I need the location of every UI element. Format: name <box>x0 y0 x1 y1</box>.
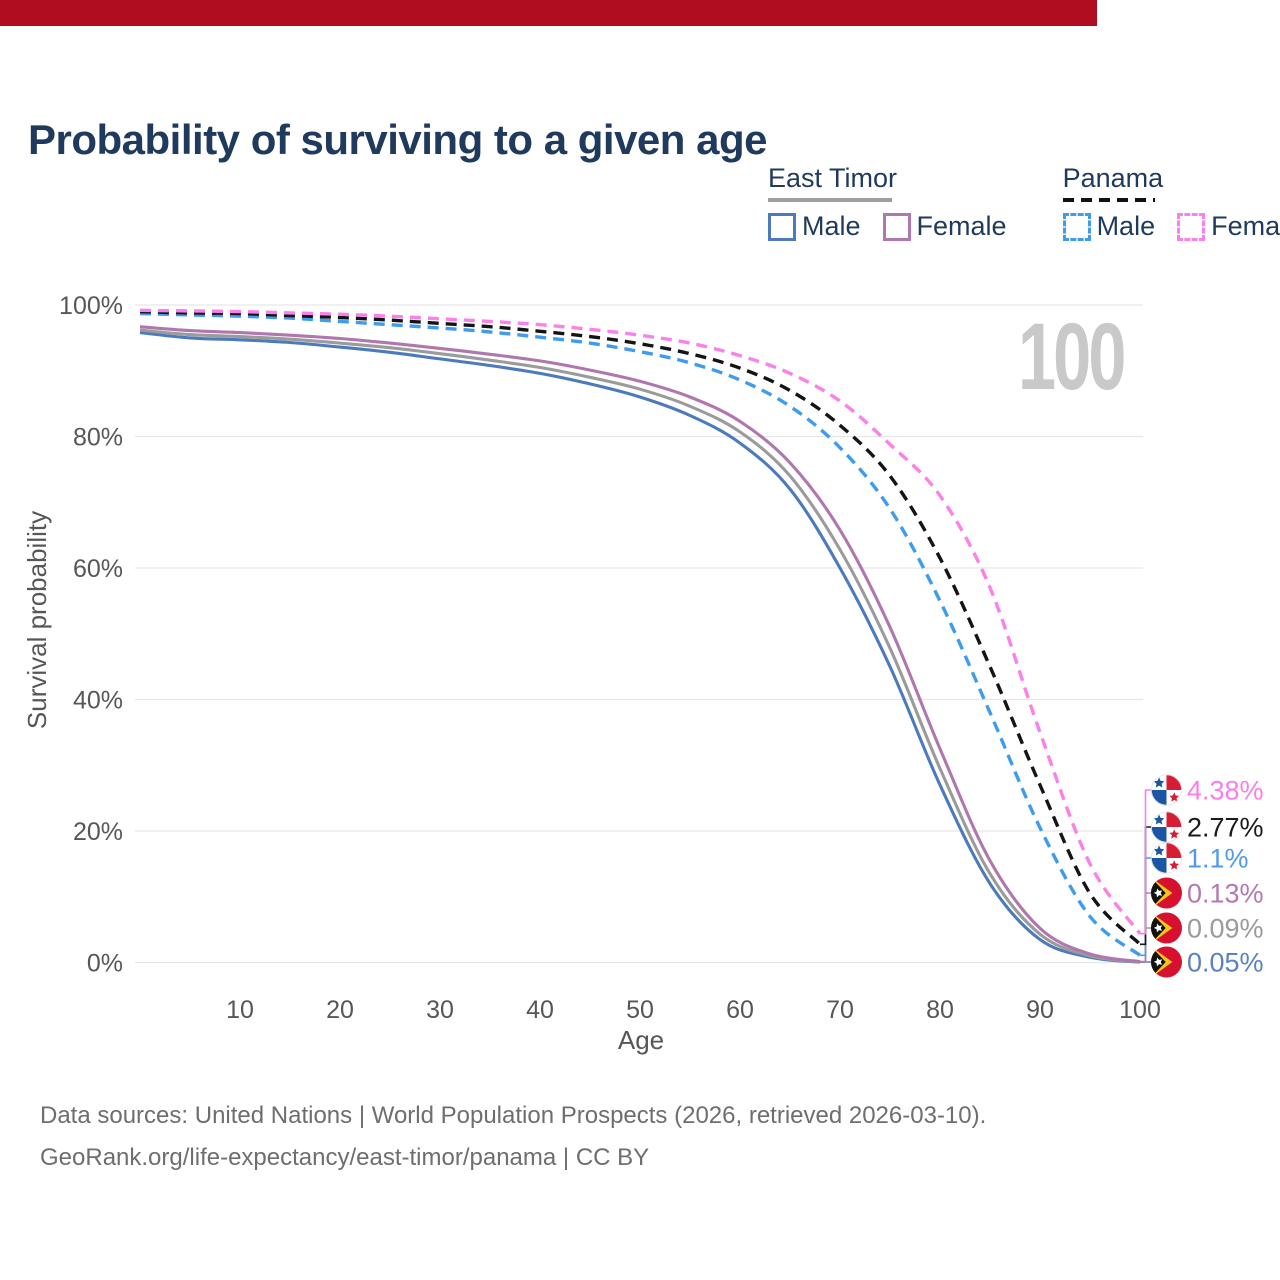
legend-items: Male Female <box>1062 211 1280 242</box>
flag-white-star <box>1153 888 1163 898</box>
flag-art <box>1151 946 1182 978</box>
flag-red-star <box>1169 860 1180 870</box>
legend-swatch-female[interactable] <box>1177 212 1206 241</box>
series-line <box>139 308 1142 935</box>
series-line <box>139 325 1141 964</box>
legend-label-male[interactable]: Male <box>1096 211 1156 241</box>
series-line <box>139 331 1141 964</box>
flag-ring <box>1151 842 1183 874</box>
end-value-label[interactable]: 0.09% <box>1187 914 1264 944</box>
hovered-age-watermark: 100 <box>1018 304 1127 410</box>
legend-label-female[interactable]: Female <box>916 211 1007 241</box>
y-tick-label: 80% <box>73 424 123 452</box>
end-value-label[interactable]: 1.1% <box>1187 844 1249 874</box>
east-timor-flag-icon <box>1151 946 1182 978</box>
flag-ring <box>1151 811 1183 843</box>
y-tick-label: 60% <box>73 555 123 583</box>
x-tick-label: 40 <box>526 996 554 1024</box>
legend: East Timor Male Female Panama Male Femal… <box>768 163 1280 242</box>
flag-white-star <box>1153 957 1163 967</box>
y-tick-label: 0% <box>87 950 123 978</box>
series-line <box>139 328 1141 964</box>
x-tick-label: 70 <box>826 996 854 1024</box>
y-tick-label: 100% <box>59 292 123 320</box>
footer-data-sources: Data sources: United Nations | World Pop… <box>40 1102 987 1129</box>
east-timor-flag-icon <box>1151 877 1182 909</box>
legend-items: Male Female <box>768 211 1029 242</box>
legend-dashed-line-sample <box>1062 198 1155 202</box>
y-axis-title: Survival probability <box>22 511 52 729</box>
end-value-label[interactable]: 0.13% <box>1187 879 1264 909</box>
footer-attribution[interactable]: GeoRank.org/life-expectancy/east-timor/p… <box>40 1144 650 1171</box>
flag-blue-star <box>1153 777 1165 788</box>
x-tick-label: 30 <box>426 996 454 1024</box>
legend-solid-line-sample <box>768 198 892 202</box>
flag-ring <box>1151 774 1183 806</box>
flag-white-star <box>1153 923 1163 933</box>
series-line <box>139 309 1142 946</box>
flag-red-star <box>1169 792 1180 802</box>
flag-blue-star <box>1153 814 1165 825</box>
flag-art <box>1151 842 1182 874</box>
end-value-label[interactable]: 0.05% <box>1187 948 1264 978</box>
legend-group-panama: Panama Male Female <box>1062 163 1280 242</box>
x-tick-label: 80 <box>926 996 954 1024</box>
flag-art <box>1151 912 1182 944</box>
x-tick-label: 50 <box>626 996 654 1024</box>
series-line <box>139 311 1142 957</box>
panama-flag-icon <box>1151 842 1183 874</box>
flag-red-star <box>1169 829 1180 839</box>
y-tick-label: 40% <box>73 687 123 715</box>
legend-label-male[interactable]: Male <box>802 211 861 241</box>
end-value-label[interactable]: 4.38% <box>1187 776 1264 806</box>
legend-swatch-female[interactable] <box>882 212 911 241</box>
legend-swatch-male[interactable] <box>768 212 796 241</box>
end-value-label[interactable]: 2.77% <box>1187 813 1264 843</box>
legend-group-title: East Timor <box>768 163 898 193</box>
end-label-leader-line <box>1140 789 1151 935</box>
east-timor-flag-icon <box>1151 912 1182 944</box>
x-axis-title: Age <box>618 1025 664 1055</box>
top-red-bar <box>0 0 1097 26</box>
legend-swatch-male[interactable] <box>1062 212 1091 241</box>
panama-flag-icon <box>1151 811 1183 843</box>
x-tick-label: 100 <box>1119 996 1161 1024</box>
page-title: Probability of surviving to a given age <box>28 116 767 164</box>
x-tick-label: 20 <box>326 996 354 1024</box>
legend-group-east-timor: East Timor Male Female <box>768 163 1029 242</box>
x-tick-label: 90 <box>1026 996 1054 1024</box>
flag-art <box>1151 877 1182 909</box>
x-tick-label: 60 <box>726 996 754 1024</box>
flag-blue-star <box>1153 845 1165 856</box>
legend-label-female[interactable]: Female <box>1211 211 1280 241</box>
x-tick-label: 10 <box>226 996 254 1024</box>
legend-group-title: Panama <box>1062 163 1164 193</box>
y-tick-label: 20% <box>73 818 123 846</box>
panama-flag-icon <box>1151 774 1183 806</box>
